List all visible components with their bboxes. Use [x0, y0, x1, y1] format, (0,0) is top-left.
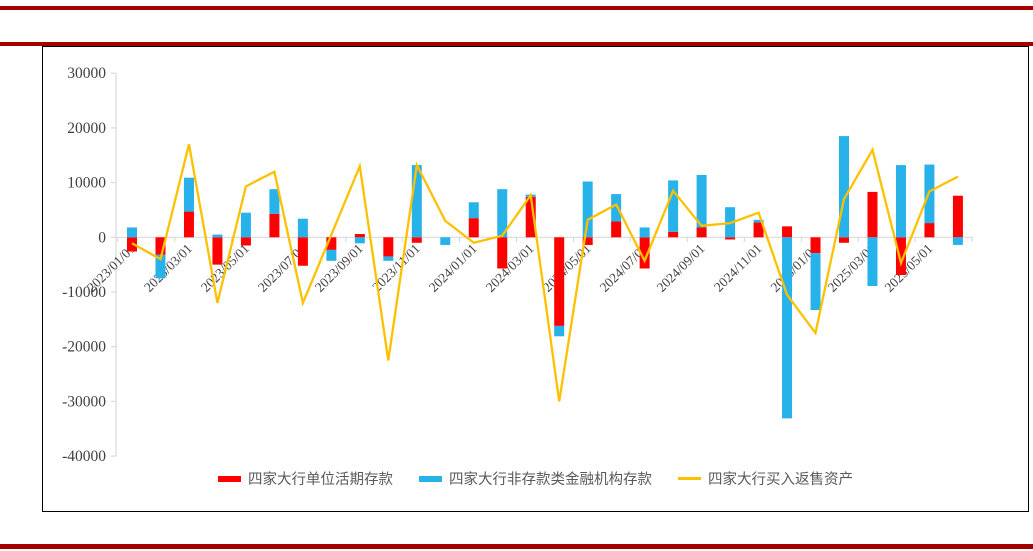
bar-nonbank-deposits	[554, 325, 565, 337]
bar-demand-deposits	[383, 237, 394, 257]
y-axis-tick-label: -40000	[62, 448, 106, 465]
y-axis-tick-label: -20000	[62, 339, 106, 356]
bar-nonbank-deposits	[269, 189, 280, 214]
bar-nonbank-deposits	[297, 218, 308, 238]
x-axis-tick-label: 2023/09/01	[312, 241, 366, 295]
x-axis-tick-label: 2024/05/01	[540, 241, 594, 295]
bar-nonbank-deposits	[212, 234, 223, 238]
bar-nonbank-deposits	[753, 219, 764, 223]
bar-nonbank-deposits	[696, 174, 707, 228]
bar-demand-deposits	[326, 237, 337, 250]
bar-demand-deposits	[952, 195, 963, 238]
legend-item-nonbank-deposits: 四家大行非存款类金融机构存款	[419, 468, 652, 489]
blue-bar-swatch-icon	[419, 475, 442, 482]
bar-demand-deposits	[411, 237, 422, 243]
bar-demand-deposits	[782, 226, 793, 238]
legend-label-demand-deposits: 四家大行单位活期存款	[248, 472, 393, 488]
bar-demand-deposits	[240, 237, 251, 246]
legend-item-reverse-repo: 四家大行买入返售资产	[678, 468, 853, 489]
bar-demand-deposits	[810, 237, 821, 254]
bar-demand-deposits	[297, 237, 308, 266]
red-bar-swatch-icon	[218, 475, 241, 482]
bar-demand-deposits	[354, 234, 365, 238]
bar-demand-deposits	[554, 237, 565, 326]
bar-demand-deposits	[468, 218, 479, 238]
x-axis-tick-label: 2023/03/01	[141, 241, 195, 295]
bar-demand-deposits	[611, 221, 622, 238]
bar-nonbank-deposits	[952, 237, 963, 245]
bar-demand-deposits	[725, 237, 736, 240]
bar-nonbank-deposits	[895, 165, 906, 238]
chart-legend: 四家大行单位活期存款 四家大行非存款类金融机构存款 四家大行买入返售资产	[42, 468, 1029, 489]
bar-nonbank-deposits	[183, 177, 194, 212]
bottom-accent-line	[0, 544, 1033, 549]
x-axis-tick-label: 2024/03/01	[483, 241, 537, 295]
legend-label-nonbank-deposits: 四家大行非存款类金融机构存款	[449, 472, 652, 488]
bar-demand-deposits	[639, 237, 650, 269]
bar-demand-deposits	[867, 191, 878, 238]
bar-demand-deposits	[582, 237, 593, 245]
bar-nonbank-deposits	[668, 180, 679, 232]
bar-nonbank-deposits	[839, 136, 849, 238]
legend-item-demand-deposits: 四家大行单位活期存款	[218, 468, 393, 489]
bar-demand-deposits	[753, 222, 764, 238]
bar-demand-deposits	[269, 213, 280, 238]
y-axis-tick-label: -10000	[62, 284, 106, 301]
bar-nonbank-deposits	[326, 249, 337, 261]
chart-frame	[42, 46, 1029, 512]
bar-demand-deposits	[525, 196, 536, 238]
bar-nonbank-deposits	[582, 181, 593, 238]
bar-nonbank-deposits	[782, 237, 793, 419]
bar-demand-deposits	[924, 223, 935, 238]
bar-demand-deposits	[497, 237, 508, 269]
bar-nonbank-deposits	[127, 227, 137, 238]
bar-nonbank-deposits	[468, 202, 479, 219]
bar-nonbank-deposits	[383, 256, 394, 261]
y-axis-tick-label: 30000	[67, 65, 106, 82]
bar-demand-deposits	[668, 231, 679, 238]
y-axis-tick-label: 20000	[67, 120, 106, 137]
bar-nonbank-deposits	[354, 237, 365, 244]
bar-nonbank-deposits	[810, 253, 821, 311]
header-accent-line	[0, 42, 1033, 46]
bar-demand-deposits	[696, 227, 707, 238]
y-axis-tick-label: 10000	[67, 175, 106, 192]
bar-nonbank-deposits	[639, 227, 650, 238]
x-axis-tick-label: 2025/05/01	[881, 241, 935, 295]
x-axis-tick-label: 2024/09/01	[654, 241, 708, 295]
x-axis-tick-label: 2024/01/01	[426, 241, 480, 295]
top-accent-line	[0, 6, 1033, 10]
bar-nonbank-deposits	[867, 237, 878, 286]
bar-nonbank-deposits	[240, 212, 251, 238]
bar-demand-deposits	[212, 237, 223, 265]
bar-demand-deposits	[895, 237, 906, 276]
bar-nonbank-deposits	[440, 237, 451, 245]
y-axis-tick-label: -30000	[62, 393, 106, 410]
bar-demand-deposits	[183, 211, 194, 238]
line-reverse-repo	[131, 144, 959, 402]
legend-label-reverse-repo: 四家大行买入返售资产	[708, 472, 853, 488]
bar-nonbank-deposits	[411, 165, 422, 238]
bar-demand-deposits	[839, 237, 849, 243]
y-axis-tick-label: 0	[98, 229, 106, 246]
bar-nonbank-deposits	[497, 189, 508, 238]
bar-nonbank-deposits	[611, 194, 622, 222]
x-axis-tick-label: 2024/11/01	[711, 241, 765, 295]
bar-demand-deposits	[155, 237, 166, 255]
yellow-line-swatch-icon	[678, 477, 701, 480]
bar-nonbank-deposits	[155, 254, 166, 279]
